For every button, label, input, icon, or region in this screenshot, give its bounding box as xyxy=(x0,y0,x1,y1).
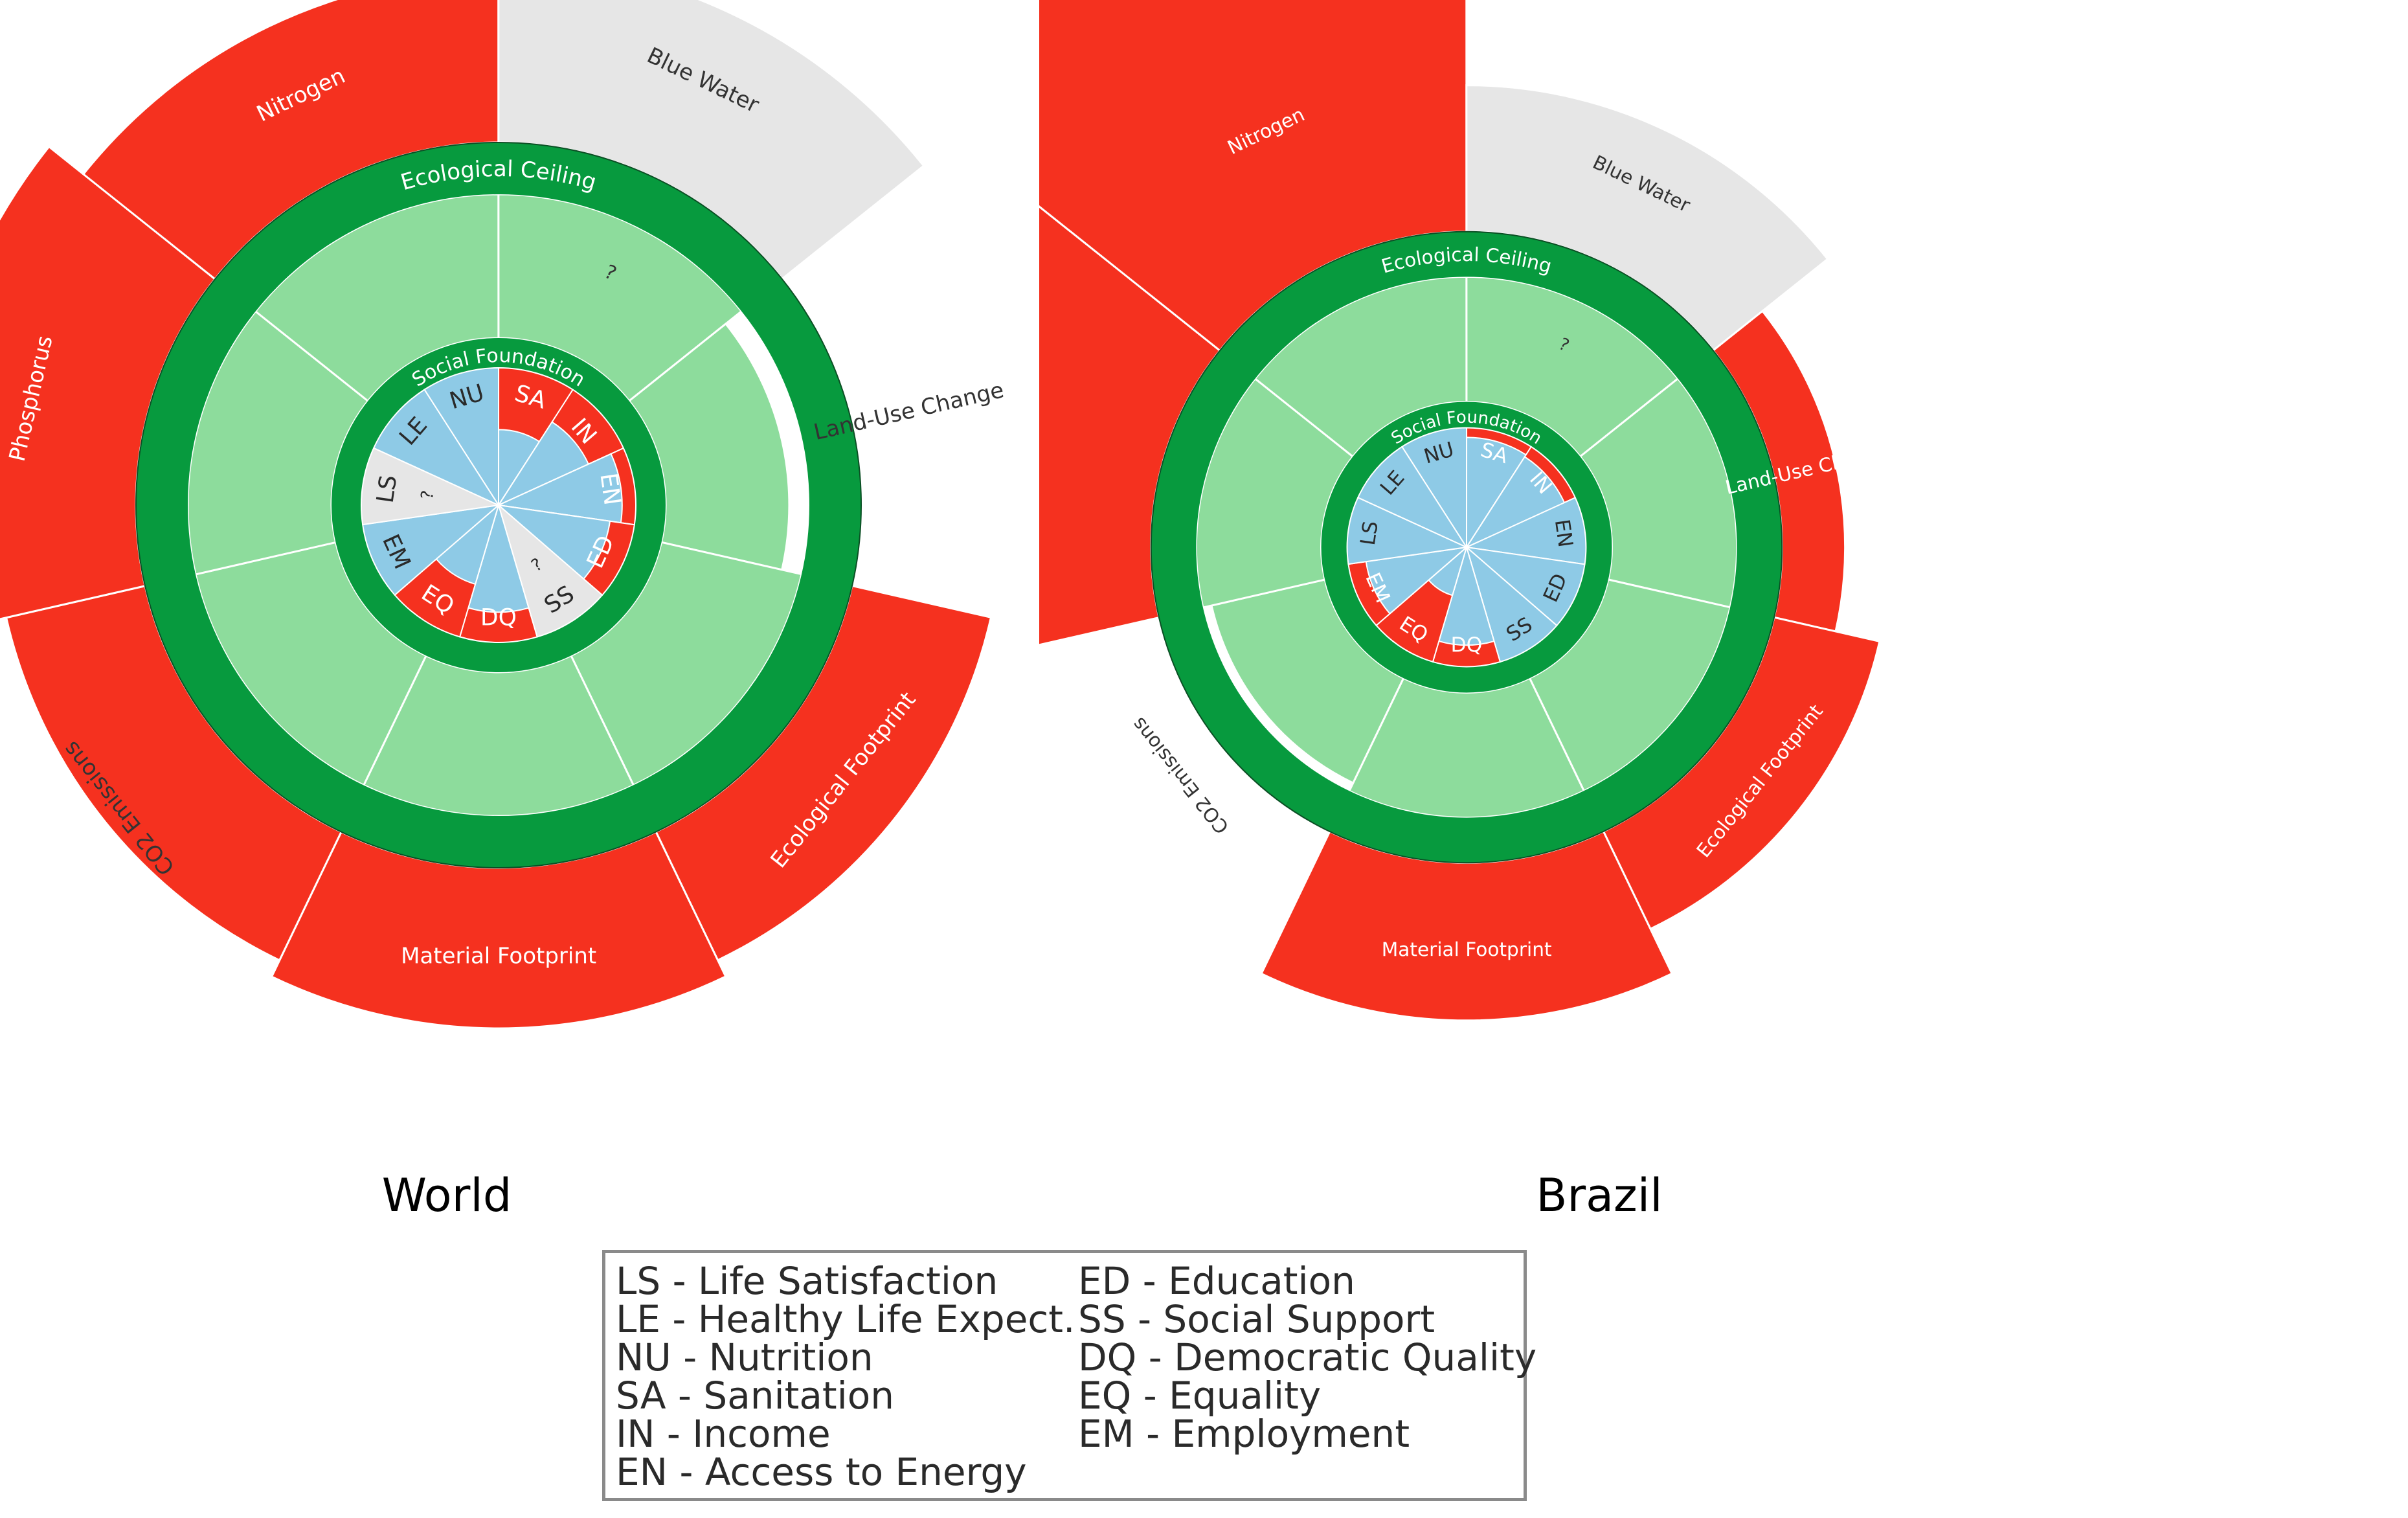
social-code-en: EN xyxy=(594,471,625,507)
social-foundation-ring xyxy=(1321,402,1612,693)
ecological-ceiling-ring xyxy=(1151,231,1783,863)
safe-wedge-ecological-footprint xyxy=(569,541,803,787)
social-code-dq: DQ xyxy=(1451,633,1483,657)
legend-item: SA - Sanitation xyxy=(616,1374,894,1418)
legend-item: ED - Education xyxy=(1078,1259,1355,1303)
legend-item: EM - Employment xyxy=(1078,1412,1410,1456)
legend-item: NU - Nutrition xyxy=(616,1335,873,1379)
legend-item: SS - Social Support xyxy=(1078,1297,1435,1341)
social-wedge-ls xyxy=(1346,496,1469,565)
social-achieved-in xyxy=(1465,456,1566,549)
legend-item: LS - Life Satisfaction xyxy=(616,1259,998,1303)
social-unknown-mark-ls: ? xyxy=(418,489,438,501)
legend-item: EQ - Equality xyxy=(1078,1374,1322,1418)
social-code-ls: LS xyxy=(1356,519,1383,547)
social-wedge-ed xyxy=(1464,546,1586,627)
ecological-ceiling-ring xyxy=(136,142,861,868)
social-wedge-en xyxy=(1464,497,1587,565)
social-achieved-ed xyxy=(496,504,611,580)
social-wedge-ss xyxy=(1465,545,1558,663)
social-wedge-ls xyxy=(361,447,501,526)
social-wedge-le xyxy=(1356,446,1468,549)
legend-item: EN - Access to Energy xyxy=(616,1450,1027,1494)
social-achieved-en xyxy=(496,453,623,524)
social-wedge-nu xyxy=(423,367,500,508)
world-title: World xyxy=(382,1169,512,1222)
social-wedge-em xyxy=(362,504,501,596)
social-code-dq: DQ xyxy=(480,604,517,631)
social-achieved-dq xyxy=(1438,545,1495,646)
legend: LS - Life Satisfaction LE - Healthy Life… xyxy=(602,1250,1536,1501)
social-code-en: EN xyxy=(1550,518,1577,549)
eco-label-phosphorus: Phosphorus xyxy=(993,388,1039,501)
legend-item: LE - Healthy Life Expect. xyxy=(616,1297,1075,1341)
eco-label-material-footprint: Material Footprint xyxy=(401,943,596,969)
social-code-ls: LS xyxy=(372,473,403,504)
safe-wedge-nitrogen xyxy=(254,193,500,403)
social-achieved-dq xyxy=(467,503,530,613)
social-wedge-le xyxy=(372,389,501,507)
ceiling-outline xyxy=(135,142,862,868)
social-achieved-in xyxy=(497,421,590,507)
social-wedge-ss xyxy=(497,503,603,638)
eco-label-material-footprint: Material Footprint xyxy=(1382,938,1552,960)
safe-wedge-co2-emissions xyxy=(194,541,428,787)
legend-item: IN - Income xyxy=(616,1412,831,1456)
social-achieved-sa xyxy=(1465,436,1527,550)
social-achieved-em xyxy=(1365,546,1469,615)
social-foundation-ring xyxy=(332,338,666,672)
social-wedge-nu xyxy=(1401,427,1468,550)
ceiling-outline xyxy=(1150,231,1783,864)
legend-item: DQ - Democratic Quality xyxy=(1078,1335,1537,1379)
brazil-title: Brazil xyxy=(1536,1169,1662,1222)
